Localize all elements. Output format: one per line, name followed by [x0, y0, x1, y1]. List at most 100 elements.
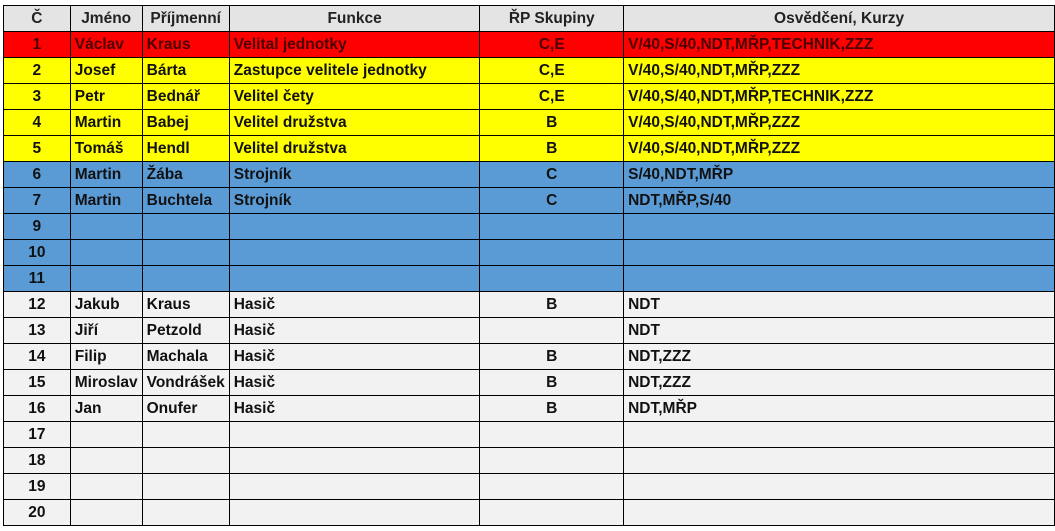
cell-first-name[interactable]: Tomáš [69, 135, 143, 162]
cell-last-name[interactable] [141, 473, 230, 500]
cell-license-groups[interactable]: B [479, 395, 625, 422]
cell-certificates[interactable]: NDT [623, 291, 1055, 318]
header-certificates[interactable]: Osvědčení, Kurzy [623, 5, 1055, 32]
cell-last-name[interactable]: Onufer [141, 395, 230, 422]
cell-last-name[interactable] [141, 265, 230, 292]
cell-certificates[interactable] [623, 447, 1055, 474]
cell-license-groups[interactable] [479, 447, 625, 474]
cell-certificates[interactable] [623, 421, 1055, 448]
cell-certificates[interactable] [623, 265, 1055, 292]
cell-license-groups[interactable]: C,E [479, 31, 625, 58]
cell-first-name[interactable] [69, 265, 143, 292]
cell-number[interactable]: 13 [3, 317, 71, 344]
cell-number[interactable]: 7 [3, 187, 71, 214]
cell-last-name[interactable]: Buchtela [141, 187, 230, 214]
cell-last-name[interactable]: Bárta [141, 57, 230, 84]
cell-last-name[interactable]: Kraus [141, 31, 230, 58]
cell-first-name[interactable]: Jakub [69, 291, 143, 318]
cell-first-name[interactable] [69, 447, 143, 474]
cell-number[interactable]: 2 [3, 57, 71, 84]
header-number[interactable]: Č [3, 5, 71, 32]
cell-license-groups[interactable] [479, 499, 625, 526]
cell-first-name[interactable]: Jan [69, 395, 143, 422]
cell-first-name[interactable] [69, 473, 143, 500]
cell-license-groups[interactable]: B [479, 343, 625, 370]
cell-number[interactable]: 4 [3, 109, 71, 136]
header-first-name[interactable]: Jméno [69, 5, 143, 32]
cell-number[interactable]: 6 [3, 161, 71, 188]
cell-certificates[interactable]: V/40,S/40,NDT,MŘP,ZZZ [623, 135, 1055, 162]
cell-license-groups[interactable]: C [479, 187, 625, 214]
cell-certificates[interactable]: V/40,S/40,NDT,MŘP,ZZZ [623, 57, 1055, 84]
cell-license-groups[interactable] [479, 213, 625, 240]
cell-certificates[interactable]: V/40,S/40,NDT,MŘP,ZZZ [623, 109, 1055, 136]
cell-certificates[interactable]: NDT,ZZZ [623, 343, 1055, 370]
cell-first-name[interactable]: Martin [69, 109, 143, 136]
cell-number[interactable]: 1 [3, 31, 71, 58]
cell-number[interactable]: 18 [3, 447, 71, 474]
cell-license-groups[interactable]: B [479, 369, 625, 396]
cell-first-name[interactable]: Jiří [69, 317, 143, 344]
cell-function[interactable]: Velitel čety [228, 83, 481, 110]
cell-number[interactable]: 17 [3, 421, 71, 448]
cell-number[interactable]: 5 [3, 135, 71, 162]
cell-first-name[interactable] [69, 499, 143, 526]
cell-function[interactable] [228, 265, 481, 292]
cell-certificates[interactable]: NDT,MŘP,S/40 [623, 187, 1055, 214]
cell-function[interactable]: Hasič [228, 317, 481, 344]
cell-function[interactable] [228, 239, 481, 266]
cell-license-groups[interactable]: B [479, 109, 625, 136]
cell-license-groups[interactable]: C,E [479, 57, 625, 84]
cell-last-name[interactable]: Žába [141, 161, 230, 188]
cell-function[interactable]: Hasič [228, 395, 481, 422]
cell-certificates[interactable]: NDT,MŘP [623, 395, 1055, 422]
cell-last-name[interactable]: Bednář [141, 83, 230, 110]
cell-first-name[interactable]: Václav [69, 31, 143, 58]
cell-certificates[interactable] [623, 239, 1055, 266]
cell-first-name[interactable]: Martin [69, 187, 143, 214]
cell-function[interactable] [228, 473, 481, 500]
cell-last-name[interactable] [141, 447, 230, 474]
cell-first-name[interactable]: Petr [69, 83, 143, 110]
cell-last-name[interactable]: Hendl [141, 135, 230, 162]
cell-first-name[interactable]: Filip [69, 343, 143, 370]
cell-first-name[interactable]: Miroslav [69, 369, 143, 396]
cell-number[interactable]: 3 [3, 83, 71, 110]
cell-function[interactable] [228, 213, 481, 240]
cell-function[interactable]: Hasič [228, 369, 481, 396]
cell-last-name[interactable]: Vondrášek [141, 369, 230, 396]
cell-number[interactable]: 14 [3, 343, 71, 370]
cell-number[interactable]: 12 [3, 291, 71, 318]
cell-number[interactable]: 16 [3, 395, 71, 422]
cell-last-name[interactable]: Kraus [141, 291, 230, 318]
cell-license-groups[interactable]: B [479, 291, 625, 318]
cell-last-name[interactable] [141, 499, 230, 526]
cell-function[interactable] [228, 499, 481, 526]
header-function[interactable]: Funkce [228, 5, 481, 32]
cell-license-groups[interactable] [479, 317, 625, 344]
cell-function[interactable] [228, 447, 481, 474]
cell-certificates[interactable]: V/40,S/40,NDT,MŘP,TECHNIK,ZZZ [623, 31, 1055, 58]
cell-last-name[interactable] [141, 421, 230, 448]
cell-last-name[interactable]: Machala [141, 343, 230, 370]
cell-number[interactable]: 9 [3, 213, 71, 240]
cell-license-groups[interactable]: B [479, 135, 625, 162]
cell-last-name[interactable] [141, 213, 230, 240]
cell-license-groups[interactable] [479, 239, 625, 266]
cell-function[interactable]: Strojník [228, 187, 481, 214]
cell-first-name[interactable] [69, 421, 143, 448]
cell-license-groups[interactable]: C [479, 161, 625, 188]
cell-certificates[interactable]: S/40,NDT,MŘP [623, 161, 1055, 188]
cell-certificates[interactable]: NDT,ZZZ [623, 369, 1055, 396]
cell-license-groups[interactable] [479, 265, 625, 292]
cell-certificates[interactable]: V/40,S/40,NDT,MŘP,TECHNIK,ZZZ [623, 83, 1055, 110]
cell-certificates[interactable] [623, 213, 1055, 240]
cell-function[interactable]: Strojník [228, 161, 481, 188]
cell-function[interactable]: Velitel družstva [228, 109, 481, 136]
cell-function[interactable]: Hasič [228, 343, 481, 370]
cell-last-name[interactable]: Petzold [141, 317, 230, 344]
cell-function[interactable]: Hasič [228, 291, 481, 318]
cell-first-name[interactable] [69, 239, 143, 266]
cell-number[interactable]: 10 [3, 239, 71, 266]
cell-last-name[interactable]: Babej [141, 109, 230, 136]
